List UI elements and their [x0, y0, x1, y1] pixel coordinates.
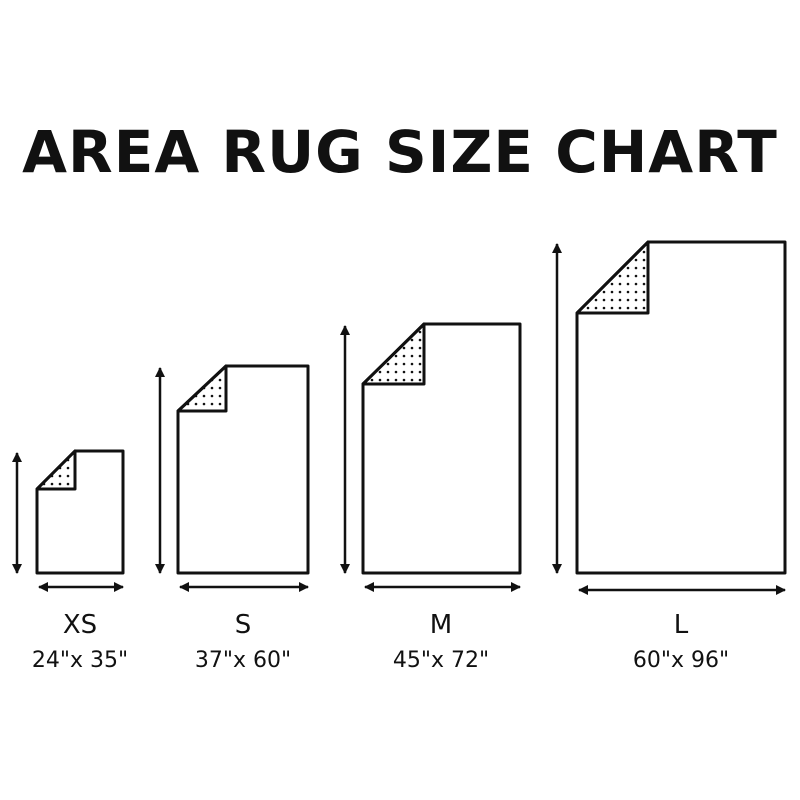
folded-corner-l	[575, 240, 650, 315]
dimensions-m: 45"x 72"	[392, 648, 490, 673]
folded-corner-s	[176, 364, 228, 413]
rug-outline-xs	[35, 449, 125, 575]
size-label-l: L	[673, 610, 689, 640]
folded-corner-m	[361, 322, 426, 386]
size-label-m: M	[429, 610, 453, 640]
size-label-s: S	[234, 610, 252, 640]
dimensions-xs: 24"x 35"	[31, 648, 129, 673]
folded-corner-xs	[35, 449, 77, 491]
dimensions-s: 37"x 60"	[194, 648, 292, 673]
chart-title: AREA RUG SIZE CHART	[22, 118, 778, 186]
dimensions-l: 60"x 96"	[632, 648, 730, 673]
size-label-xs: XS	[62, 610, 98, 640]
